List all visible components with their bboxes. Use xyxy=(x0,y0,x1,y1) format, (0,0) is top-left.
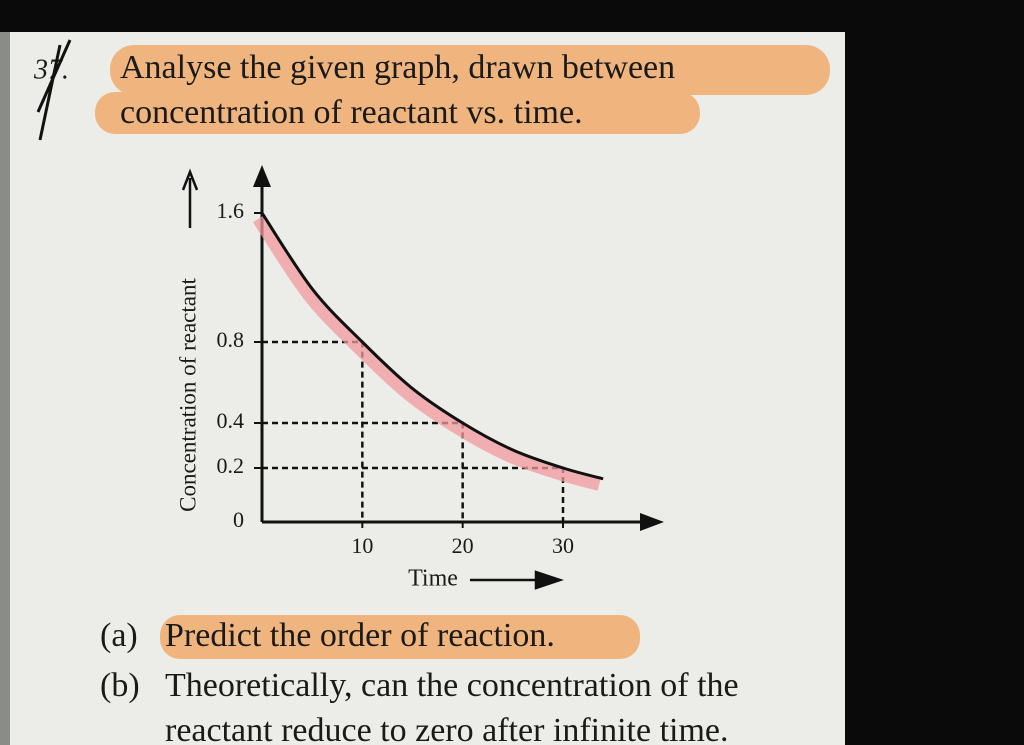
highlight xyxy=(160,615,640,659)
part-label: (a) xyxy=(100,617,138,654)
y-axis-arrow xyxy=(253,165,271,187)
x-tick-label: 10 xyxy=(351,533,373,558)
edge xyxy=(0,32,10,745)
pen-stroke xyxy=(36,39,72,141)
y-tick-label: 0.4 xyxy=(217,408,245,433)
y-tick-label: 0 xyxy=(233,507,244,532)
highlight-stroke xyxy=(252,215,601,491)
x-tick-label: 20 xyxy=(452,533,474,558)
y-tick-label: 0.8 xyxy=(217,327,245,352)
part-label: (b) xyxy=(100,667,140,704)
y-tick-label: 0.2 xyxy=(217,453,245,478)
y-tick-label: 1.6 xyxy=(217,198,245,223)
y-label-arrow xyxy=(181,168,199,228)
highlight xyxy=(95,92,700,134)
x-label-arrow xyxy=(470,570,564,590)
part-text: Theoretically, can the concentration of … xyxy=(165,667,739,704)
chart: 0 0.2 0.4 0.8 1.6 10 20 30 Concentration of reac… xyxy=(175,165,664,592)
x-axis-label: Time xyxy=(408,566,458,592)
question-text: concentration of reactant vs. time. xyxy=(120,94,583,131)
curve xyxy=(260,212,604,481)
question-text: Analyse the given graph, drawn between xyxy=(120,49,675,86)
part-text: reactant reduce to zero after infinite t… xyxy=(165,712,729,745)
part-text: Predict the order of reaction. xyxy=(165,617,555,654)
highlight xyxy=(110,45,830,95)
x-axis-arrow xyxy=(640,513,664,531)
y-axis-label: Concentration of reactant xyxy=(175,278,200,512)
x-tick-label: 30 xyxy=(552,533,574,558)
